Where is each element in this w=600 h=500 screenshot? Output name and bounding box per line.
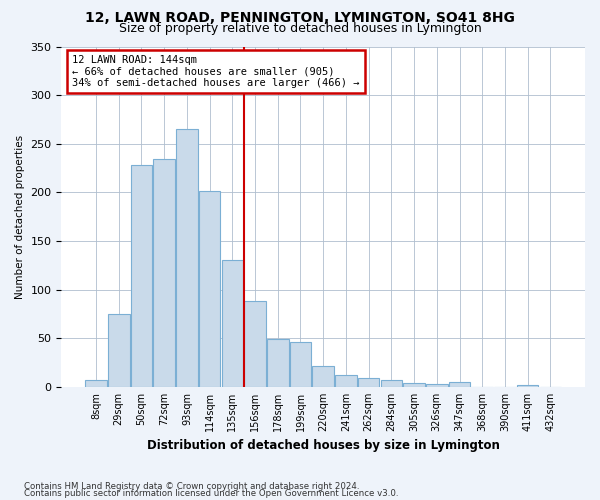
Bar (85, 380, 107, 387)
Bar (267, 340, 289, 387)
Bar (449, 382, 470, 387)
Bar (154, 160, 175, 387)
X-axis label: Distribution of detached houses by size in Lymington: Distribution of detached houses by size … (147, 440, 500, 452)
Bar (176, 129, 197, 387)
Bar (199, 192, 220, 387)
Bar (517, 385, 538, 387)
Bar (131, 165, 152, 387)
Bar (403, 383, 425, 387)
Text: Size of property relative to detached houses in Lymington: Size of property relative to detached ho… (119, 22, 481, 35)
Text: 12, LAWN ROAD, PENNINGTON, LYMINGTON, SO41 8HG: 12, LAWN ROAD, PENNINGTON, LYMINGTON, SO… (85, 11, 515, 25)
Bar (380, 380, 402, 387)
Bar (335, 376, 357, 387)
Bar (221, 260, 243, 387)
Bar (313, 366, 334, 387)
Text: 12 LAWN ROAD: 144sqm
← 66% of detached houses are smaller (905)
34% of semi-deta: 12 LAWN ROAD: 144sqm ← 66% of detached h… (72, 55, 359, 88)
Bar (108, 314, 130, 387)
Bar (244, 302, 266, 387)
Text: Contains HM Land Registry data © Crown copyright and database right 2024.: Contains HM Land Registry data © Crown c… (24, 482, 359, 491)
Text: Contains public sector information licensed under the Open Government Licence v3: Contains public sector information licen… (24, 489, 398, 498)
Y-axis label: Number of detached properties: Number of detached properties (15, 134, 25, 299)
Bar (290, 342, 311, 387)
Bar (358, 378, 379, 387)
Bar (426, 384, 448, 387)
